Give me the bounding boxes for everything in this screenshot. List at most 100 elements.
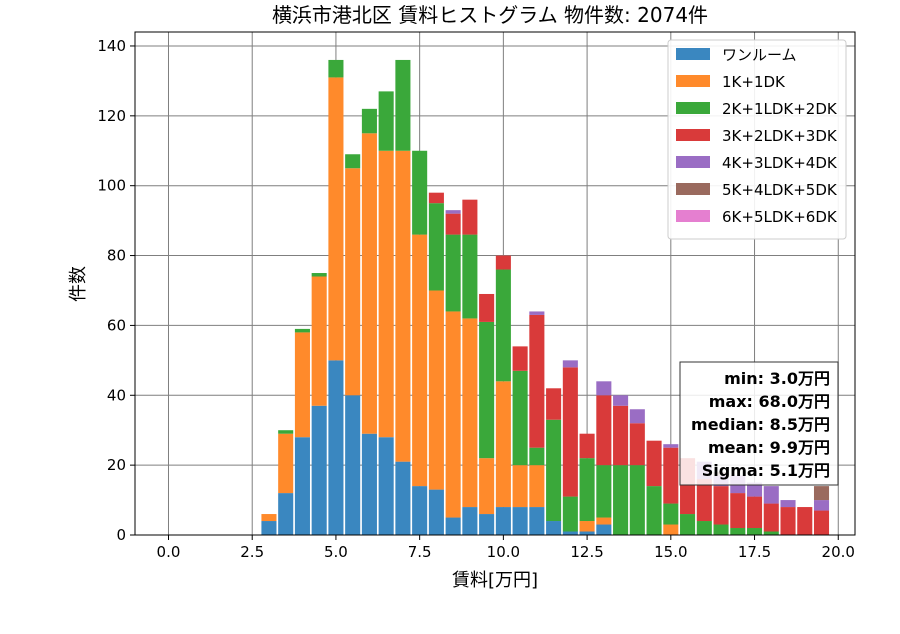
bar-segment [663,447,679,504]
x-tick-label: 10.0 [487,543,520,561]
bar-segment [562,360,578,368]
legend-swatch [676,48,710,60]
bar-segment [529,507,545,535]
x-tick-label: 7.5 [408,543,432,561]
bar-segment [311,405,327,535]
bar-segment [813,510,830,535]
bar-segment [428,290,444,490]
y-tick-label: 120 [97,107,126,125]
legend-label: ワンルーム [722,46,797,64]
bar-segment [361,133,377,434]
bar-segment [629,465,645,535]
bar-segment [294,437,310,535]
bar-segment [713,486,729,525]
bar-segment [462,318,478,508]
bar-segment [512,346,528,371]
chart-title: 横浜市港北区 賃料ヒストグラム 物件数: 2074件 [272,3,708,27]
bar-segment [696,521,712,535]
bar-segment [629,423,645,466]
bar-segment [479,293,495,322]
bar-segment [361,433,377,535]
y-tick-label: 60 [107,316,126,334]
bar-segment [596,517,612,525]
bar-segment [529,311,545,315]
bar-segment [395,59,411,151]
bar-segment [579,521,595,532]
bar-segment [294,332,310,438]
bar-segment [529,314,545,448]
bar-segment [495,381,511,508]
bar-segment [596,524,612,535]
bar-segment [378,91,394,151]
bar-segment [278,430,294,434]
bar-segment [747,528,763,535]
bar-segment [412,234,428,487]
x-tick-label: 2.5 [240,543,264,561]
bar-segment [261,521,277,535]
bar-segment [780,507,796,535]
bar-segment [495,255,511,270]
legend: ワンルーム 1K+1DK 2K+1LDK+2DK 3K+2LDK+3DK 4K+3LDK… [667,39,847,240]
bar-segment [797,507,813,535]
bar-segment [747,496,763,529]
bar-segment [512,465,528,508]
legend-box [667,39,847,240]
bar-segment [529,447,545,466]
x-tick-label: 15.0 [654,543,687,561]
stats-line: mean: 9.9万円 [708,438,830,457]
bar-segment [311,276,327,406]
bar-segment [328,59,344,78]
bar-segment [345,168,361,396]
bar-segment [613,465,629,535]
legend-swatch [676,129,710,141]
y-axis: 0 20 40 60 80 100 120 140 [97,37,135,544]
stats-line: median: 8.5万円 [691,415,830,434]
bar-segment [680,514,696,535]
stats-line: min: 3.0万円 [724,369,830,388]
stats-line: max: 68.0万円 [709,392,830,411]
bar-segment [512,507,528,535]
x-tick-label: 5.0 [324,543,348,561]
bar-segment [479,458,495,515]
bar-segment [462,234,478,319]
legend-label: 1K+1DK [722,73,786,91]
bar-segment [747,482,763,497]
bar-segment [462,507,478,535]
legend-label: 6K+5LDK+6DK [722,208,838,226]
bar-segment [345,395,361,535]
bar-segment [294,328,310,333]
stats-line: Sigma: 5.1万円 [702,461,830,480]
bar-segment [445,210,461,214]
y-tick-label: 40 [107,386,126,404]
legend-label: 2K+1LDK+2DK [722,100,838,118]
bar-segment [579,458,595,522]
bar-segment [813,500,830,511]
bar-segment [546,419,562,522]
x-axis-title: 賃料[万円] [452,570,538,591]
bar-segment [328,77,344,361]
bar-segment [696,479,712,522]
y-tick-label: 0 [116,526,126,544]
bar-segment [462,199,478,235]
bar-segment [311,273,327,277]
legend-swatch [676,156,710,168]
bar-segment [629,409,645,424]
bar-segment [529,465,545,508]
bar-segment [579,531,595,535]
y-tick-label: 80 [107,247,126,265]
bar-segment [328,360,344,535]
bar-segment [663,503,679,525]
legend-swatch [676,102,710,114]
bar-segment [428,203,444,291]
bar-segment [813,486,830,501]
bar-segment [445,517,461,535]
bar-segment [646,486,662,535]
bar-segment [345,154,361,169]
bar-segment [546,388,562,420]
y-tick-label: 100 [97,177,126,195]
bar-segment [596,395,612,466]
bar-segment [445,311,461,518]
bar-segment [562,531,578,535]
bar-segment [730,493,746,529]
